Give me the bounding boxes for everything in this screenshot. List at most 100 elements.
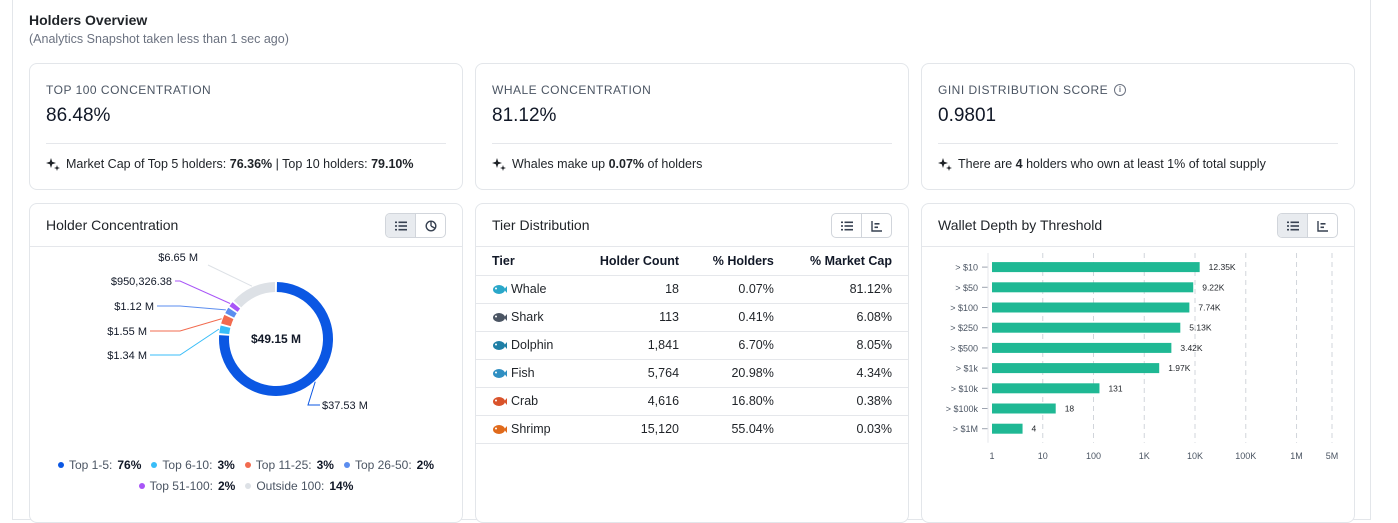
x-tick-label: 10 — [1038, 451, 1048, 461]
bar[interactable] — [992, 383, 1100, 394]
wallet-depth-chart: 1 10 100 1K 10K 100K 1M 5M > $10 12.35K > $50 9.22K… — [946, 253, 1338, 461]
slice-amount-label: $37.53 M — [322, 400, 368, 412]
tier-cell: Whale — [476, 275, 581, 304]
holder-count-cell: 113 — [580, 303, 696, 332]
legend-item[interactable]: Top 1-5: 76% — [57, 458, 141, 472]
donut-slice[interactable] — [229, 302, 241, 312]
leader-line — [157, 305, 226, 311]
legend-label: Top 51-100: — [149, 479, 213, 493]
market-cap-percent-cell: 6.08% — [789, 303, 908, 332]
legend-dot — [57, 462, 64, 468]
slice-amount-label: $6.65 M — [158, 252, 198, 264]
metric-note: Market Cap of Top 5 holders: 76.36% | To… — [46, 157, 413, 171]
table-row: Dolphin 1,841 6.70% 8.05% — [476, 331, 908, 360]
legend-item[interactable]: Outside 100: 14% — [245, 479, 353, 493]
donut-center-label: $49.15 M — [251, 332, 301, 346]
table-row: Fish 5,764 20.98% 4.34% — [476, 359, 908, 388]
x-tick-label: 1M — [1290, 451, 1303, 461]
bar-value-label: 131 — [1108, 383, 1122, 393]
column-header[interactable]: % Holders — [695, 247, 790, 276]
donut-slice[interactable] — [221, 314, 234, 327]
y-tick-label: > $250 — [950, 323, 978, 333]
legend-item[interactable]: Top 6-10: 3% — [151, 458, 235, 472]
tier-cell: Fish — [476, 359, 581, 388]
list-view-button[interactable] — [386, 214, 415, 237]
table-header-row: Tier Holder Count % Holders % Market Cap — [476, 247, 908, 276]
donut-slice[interactable] — [233, 282, 276, 308]
bar[interactable] — [992, 262, 1200, 273]
divider — [476, 246, 908, 247]
column-header[interactable]: Holder Count — [580, 247, 696, 276]
x-tick-label: 100K — [1235, 451, 1256, 461]
x-tick-label: 10K — [1187, 451, 1203, 461]
tier-cell: Shark — [476, 303, 581, 332]
legend-item[interactable]: Top 51-100: 2% — [138, 479, 235, 493]
holders-percent-cell: 16.80% — [695, 387, 790, 416]
column-header[interactable]: % Market Cap — [789, 247, 908, 276]
tier-table: Tier Holder Count % Holders % Market Cap… — [476, 247, 908, 444]
bar[interactable] — [992, 403, 1056, 414]
slice-amount-label: $1.34 M — [107, 350, 147, 362]
x-tick-label: 1 — [989, 451, 994, 461]
holders-percent-cell: 6.70% — [695, 331, 790, 360]
tier-cell: Shrimp — [476, 415, 581, 444]
y-tick-label: > $10k — [951, 384, 979, 394]
metric-value: 0.9801 — [938, 105, 997, 126]
column-header[interactable]: Tier — [476, 247, 581, 276]
legend-label: Top 6-10: — [162, 458, 213, 472]
metric-card-gini: GINI DISTRIBUTION SCORE i 0.9801 There ar… — [921, 63, 1355, 190]
bar[interactable] — [992, 342, 1172, 353]
bar[interactable] — [992, 322, 1181, 333]
legend-dot — [343, 462, 350, 468]
y-tick-label: > $50 — [955, 283, 978, 293]
bar[interactable] — [992, 363, 1160, 374]
donut-slice[interactable] — [219, 282, 333, 396]
list-view-button[interactable] — [1278, 214, 1307, 237]
legend-row-2: Top 51-100: 2% Outside 100: 14% — [30, 479, 462, 493]
y-tick-label: > $500 — [950, 343, 978, 353]
holders-percent-cell: 20.98% — [695, 359, 790, 388]
y-tick-label: > $10 — [955, 263, 978, 273]
holders-percent-cell: 0.07% — [695, 275, 790, 304]
holders-percent-cell: 55.04% — [695, 415, 790, 444]
market-cap-percent-cell: 81.12% — [789, 275, 908, 304]
metric-label: TOP 100 CONCENTRATION — [46, 83, 212, 97]
page-title: Holders Overview — [29, 12, 148, 28]
tier-distribution-card: Tier Distribution Tier Holder Count % Ho… — [475, 203, 909, 523]
pie-chart-icon — [424, 219, 437, 232]
metric-note: Whales make up 0.07% of holders — [492, 157, 702, 171]
bar[interactable] — [992, 302, 1190, 313]
list-icon — [1286, 221, 1299, 230]
tier-cell: Dolphin — [476, 331, 581, 360]
shark-icon — [493, 312, 507, 322]
info-icon[interactable]: i — [1114, 84, 1127, 96]
metric-label: GINI DISTRIBUTION SCORE i — [938, 83, 1127, 97]
bar[interactable] — [992, 282, 1194, 293]
sparkle-icon — [46, 158, 60, 171]
donut-slice[interactable] — [219, 325, 231, 335]
bar-view-button[interactable] — [861, 214, 891, 237]
bar[interactable] — [992, 423, 1023, 434]
slice-amount-label: $1.55 M — [107, 326, 147, 338]
divider — [30, 246, 462, 247]
y-tick-label: > $1k — [956, 364, 979, 374]
donut-slice[interactable] — [225, 307, 237, 318]
legend-item[interactable]: Top 11-25: 3% — [244, 458, 334, 472]
leader-line — [175, 280, 231, 304]
legend-dot — [138, 483, 145, 489]
metric-card-whale: WHALE CONCENTRATION 81.12% Whales make u… — [475, 63, 909, 190]
bar-view-button[interactable] — [1307, 214, 1337, 237]
leader-line — [207, 264, 253, 287]
crab-icon — [493, 396, 507, 406]
wallet-depth-card: Wallet Depth by Threshold 1 10 100 1K 10K 100… — [921, 203, 1355, 523]
view-toggle — [385, 213, 446, 238]
pie-view-button[interactable] — [415, 214, 445, 237]
slice-amount-label: $1.12 M — [114, 301, 154, 313]
market-cap-percent-cell: 8.05% — [789, 331, 908, 360]
x-tick-label: 1K — [1139, 451, 1150, 461]
list-view-button[interactable] — [832, 214, 861, 237]
legend-item[interactable]: Top 26-50: 2% — [343, 458, 434, 472]
legend-row-1: Top 1-5: 76% Top 6-10: 3% Top 11-25: 3% Top 26… — [30, 458, 462, 472]
divider — [938, 143, 1338, 144]
y-tick-label: > $100 — [950, 303, 978, 313]
